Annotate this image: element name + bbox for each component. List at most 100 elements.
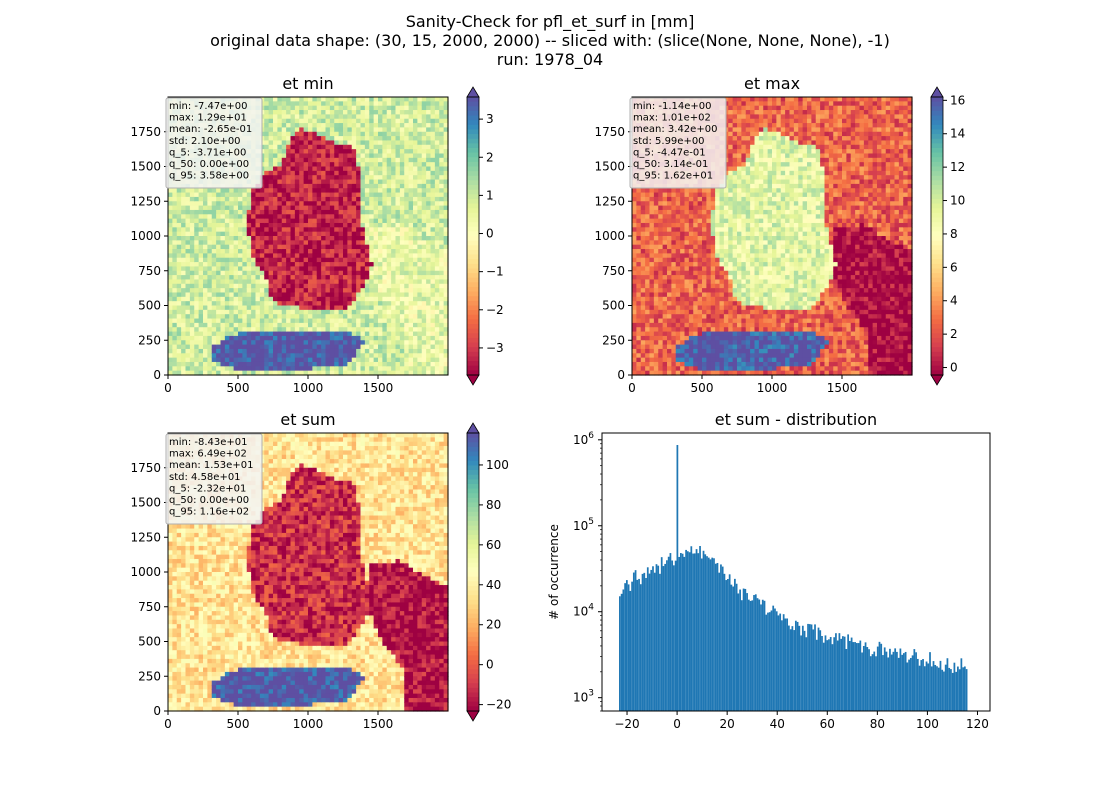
map-cell [364,192,370,198]
map-cell [229,322,235,328]
map-cell [290,292,296,298]
map-cell [329,136,335,142]
map-cell [430,149,436,155]
map-cell [334,340,340,346]
map-cell [216,348,222,354]
map-cell [343,275,348,281]
map-cell [378,209,383,215]
map-cell [216,205,222,211]
map-cell [386,340,392,346]
map-cell [386,275,392,281]
map-cell [238,201,243,207]
map-cell [312,305,318,311]
map-cell [203,357,208,363]
map-cell [653,353,659,359]
map-cell [356,236,362,241]
map-cell [224,244,230,250]
map-cell [299,192,305,198]
map-cell [378,292,383,298]
map-cell [308,353,313,359]
map-cell [351,209,357,215]
map-cell [207,279,213,285]
map-cell [662,292,668,298]
map-cell [286,253,292,259]
map-cell [421,175,427,181]
map-cell [395,301,401,307]
map-cell [264,292,270,298]
map-cell [224,188,230,194]
map-cell [369,127,375,133]
map-cell [373,136,379,142]
map-cell [268,327,274,333]
map-cell [211,348,217,354]
map-cell [378,101,383,107]
map-cell [308,249,313,254]
map-cell [325,149,331,155]
map-cell [255,257,261,263]
map-cell [273,240,278,246]
map-cell [417,149,423,155]
map-cell [194,314,200,320]
map-cell [645,249,651,254]
map-cell [338,327,344,333]
map-cell [259,201,265,207]
map-cell [675,322,681,328]
map-cell [417,327,423,333]
map-cell [273,227,278,233]
map-cell [273,131,278,137]
map-cell [299,149,305,155]
map-cell [198,335,204,341]
map-cell [294,296,300,302]
map-cell [308,253,313,259]
map-cell [662,348,668,354]
map-cell [356,127,362,133]
map-cell [316,110,322,115]
map-cell [430,266,436,272]
map-cell [382,153,388,159]
map-cell [281,283,287,289]
map-cell [299,240,305,246]
map-cell [404,266,410,272]
map-cell [680,240,686,246]
map-cell [649,279,655,285]
map-cell [443,309,449,315]
map-cell [351,249,357,254]
map-cell [378,357,383,363]
map-cell [347,166,353,172]
map-cell [198,209,204,215]
map-cell [386,192,392,198]
map-cell [334,270,340,276]
map-cell [259,222,265,228]
map-cell [246,301,252,307]
map-cell [338,283,344,289]
map-cell [347,357,353,363]
map-cell [238,318,243,324]
colorbar-segment [467,97,479,103]
map-cell [351,227,357,233]
map-cell [216,309,222,315]
map-cell [413,188,418,194]
map-cell [277,153,283,159]
map-cell [277,101,283,107]
map-cell [238,231,243,237]
map-cell [430,101,436,107]
map-cell [286,344,292,350]
map-cell [443,192,449,198]
colorbar-segment [467,231,479,237]
map-cell [299,257,305,263]
map-cell [338,149,344,155]
map-cell [636,205,642,211]
map-cell [220,188,226,194]
map-cell [356,292,362,298]
map-cell [194,366,200,372]
map-cell [273,348,278,354]
map-cell [645,357,651,363]
map-cell [391,214,397,220]
map-cell [382,127,388,133]
map-cell [242,192,248,198]
map-cell [273,105,278,111]
map-cell [417,301,423,307]
map-cell [216,275,222,281]
map-cell [308,183,313,189]
map-cell [343,227,348,233]
